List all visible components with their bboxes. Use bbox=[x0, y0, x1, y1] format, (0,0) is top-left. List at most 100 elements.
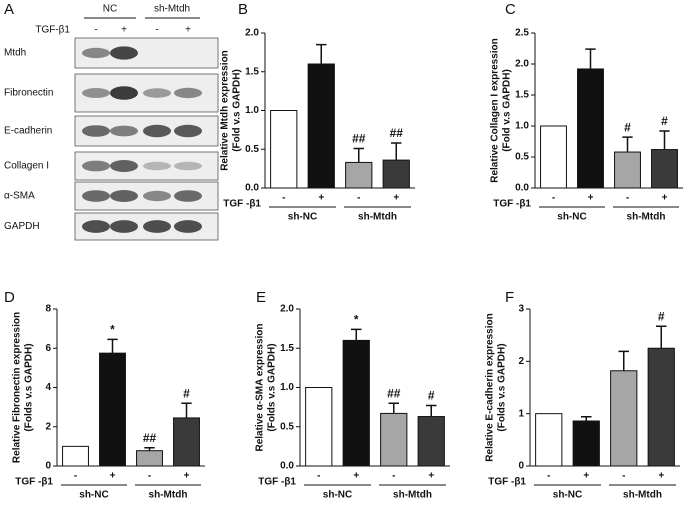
blot-band bbox=[110, 190, 138, 202]
y-tick-label: 2.5 bbox=[515, 28, 529, 39]
bar bbox=[417, 416, 445, 467]
error-bar bbox=[426, 404, 437, 417]
x-tick-label: + bbox=[583, 471, 589, 482]
y-tick-label: 1 bbox=[518, 408, 524, 419]
blot-row-label: Mtdh bbox=[4, 48, 26, 59]
lane-sign: - bbox=[94, 25, 97, 36]
bar bbox=[651, 149, 678, 189]
y-tick-label: 1.0 bbox=[280, 382, 294, 393]
y-axis-label: Relative α-SMA expression bbox=[255, 323, 266, 451]
bar bbox=[535, 413, 563, 467]
group-label: sh-NC bbox=[79, 490, 108, 501]
row-label: TGF -β1 bbox=[223, 199, 261, 210]
blot-band bbox=[110, 46, 138, 60]
y-tick-label: 0 bbox=[45, 461, 51, 472]
blot-band bbox=[174, 124, 202, 138]
x-tick-label: - bbox=[547, 471, 550, 482]
x-tick-label: + bbox=[428, 471, 434, 482]
blot-row-label: α-SMA bbox=[4, 191, 35, 202]
y-axis-label: (Folds v.s GAPDH) bbox=[24, 343, 35, 431]
blot-row-label: E-cadherin bbox=[4, 126, 52, 137]
y-tick-label: 0.5 bbox=[515, 152, 529, 163]
y-axis-label: Relative Mtdh expression bbox=[220, 50, 231, 171]
bar bbox=[307, 63, 335, 189]
y-tick-label: 4 bbox=[45, 382, 51, 393]
x-tick-label: - bbox=[626, 193, 629, 204]
x-tick-label: - bbox=[622, 471, 625, 482]
error-bar bbox=[353, 147, 364, 163]
blot-band bbox=[143, 190, 171, 202]
significance-label: # bbox=[624, 120, 631, 134]
y-tick-label: 3 bbox=[518, 304, 524, 315]
group-label: sh-NC bbox=[557, 212, 586, 223]
row-label: TGF -β1 bbox=[493, 199, 531, 210]
y-tick-label: 6 bbox=[45, 343, 51, 354]
group-label: sh-NC bbox=[553, 490, 582, 501]
x-tick-label: - bbox=[392, 471, 395, 482]
error-bar bbox=[316, 43, 327, 64]
error-bar bbox=[391, 142, 402, 161]
bar bbox=[345, 161, 373, 189]
significance-label: # bbox=[428, 389, 435, 403]
blot-band bbox=[143, 220, 171, 233]
blot-band bbox=[174, 87, 202, 99]
group-label: sh-NC bbox=[323, 490, 352, 501]
y-tick-label: 0 bbox=[518, 461, 524, 472]
y-tick-label: 1.5 bbox=[515, 90, 529, 101]
blot-band bbox=[174, 190, 202, 202]
bar bbox=[380, 412, 408, 467]
panel-letter: A bbox=[4, 1, 14, 18]
x-tick-label: + bbox=[353, 471, 359, 482]
blot-band bbox=[82, 88, 110, 98]
y-axis-label: Relative E-cadherin expression bbox=[485, 313, 496, 461]
bar bbox=[99, 352, 126, 467]
blot-box bbox=[74, 73, 219, 113]
y-tick-label: 0.0 bbox=[515, 183, 529, 194]
y-tick-label: 0.5 bbox=[245, 144, 259, 155]
panel-letter: B bbox=[238, 1, 248, 18]
x-tick-label: + bbox=[588, 193, 594, 204]
group-label: sh-Mtdh bbox=[149, 490, 188, 501]
error-bar bbox=[622, 136, 633, 153]
blot-band bbox=[174, 161, 202, 171]
blot-band bbox=[82, 125, 110, 137]
y-tick-label: 2.0 bbox=[245, 28, 259, 39]
x-tick-label: + bbox=[184, 471, 190, 482]
x-tick-label: - bbox=[148, 471, 151, 482]
group-label: NC bbox=[103, 4, 117, 15]
blot-band bbox=[174, 220, 202, 233]
error-bar bbox=[107, 338, 118, 354]
significance-label: # bbox=[183, 386, 190, 400]
bar bbox=[577, 68, 604, 189]
blot-band bbox=[82, 220, 110, 233]
error-bar bbox=[351, 328, 362, 341]
significance-label: ## bbox=[352, 132, 366, 146]
blot-band bbox=[82, 47, 110, 59]
blot-row-label: GAPDH bbox=[4, 221, 40, 232]
x-tick-label: + bbox=[318, 193, 324, 204]
y-tick-label: 1.0 bbox=[245, 105, 259, 116]
blot-row-label: Fibronectin bbox=[4, 88, 53, 99]
y-tick-label: 8 bbox=[45, 304, 51, 315]
x-tick-label: + bbox=[658, 471, 664, 482]
bar bbox=[647, 347, 675, 467]
row-label: TGF -β1 bbox=[488, 477, 526, 488]
blot-band bbox=[143, 124, 171, 138]
y-tick-label: 0.5 bbox=[280, 421, 294, 432]
x-tick-label: + bbox=[662, 193, 668, 204]
significance-label: * bbox=[110, 323, 115, 337]
y-tick-label: 1.0 bbox=[515, 121, 529, 132]
blot-band bbox=[143, 161, 171, 171]
bar bbox=[614, 151, 641, 189]
lane-sign: + bbox=[185, 25, 191, 36]
x-tick-label: - bbox=[74, 471, 77, 482]
treatment-label: TGF-β1 bbox=[35, 25, 70, 36]
x-tick-label: - bbox=[357, 193, 360, 204]
group-label: sh-Mtdh bbox=[393, 490, 432, 501]
blot-band bbox=[82, 160, 110, 172]
row-label: TGF -β1 bbox=[15, 477, 53, 488]
significance-label: * bbox=[354, 313, 359, 327]
blot-band bbox=[110, 125, 138, 137]
blot-band bbox=[82, 190, 110, 202]
